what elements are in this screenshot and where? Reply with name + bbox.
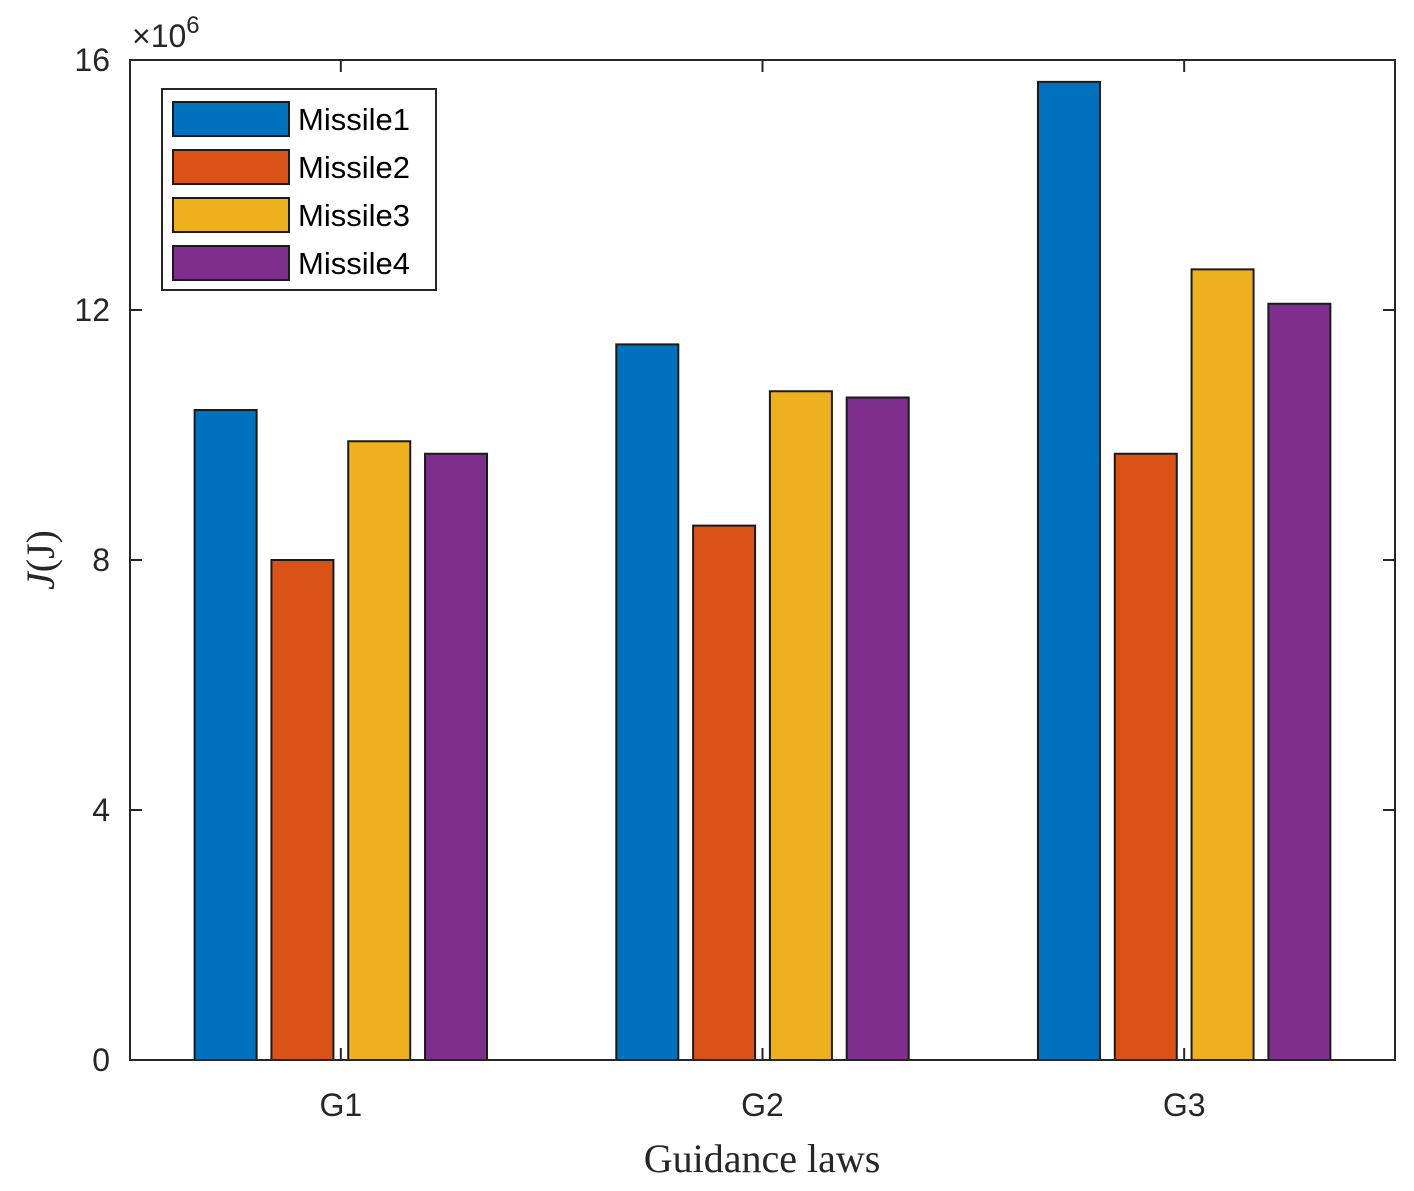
x-axis-title: Guidance laws: [644, 1136, 881, 1181]
legend-swatch-missile4: [172, 245, 290, 281]
legend-label-missile2: Missile2: [298, 150, 410, 185]
x-tick-labels: G1 G2 G3: [319, 1087, 1205, 1123]
x-tick-label-g3: G3: [1163, 1087, 1206, 1123]
bar-missile3-g3: [1190, 268, 1255, 1061]
legend-swatch-missile2: [172, 149, 290, 185]
y-tick-label: 16: [74, 42, 110, 78]
bars-group: [193, 80, 1332, 1061]
y-axis-multiplier-base: ×10: [132, 18, 186, 54]
legend-label-missile1: Missile1: [298, 102, 410, 137]
bar-missile4-g1: [424, 452, 489, 1061]
bar-missile4-g3: [1267, 302, 1332, 1061]
y-axis-title-unit: (J): [18, 530, 63, 572]
bar-missile3-g2: [768, 390, 833, 1061]
bar-missile1-g1: [193, 409, 258, 1061]
y-tick-label: 0: [92, 1042, 110, 1078]
y-tick-labels: 0 4 8 12 16: [74, 42, 110, 1078]
legend-swatch-missile3: [172, 197, 290, 233]
x-tick-label-g1: G1: [319, 1087, 362, 1123]
y-axis-title: J(J): [18, 530, 63, 590]
bar-missile2-g3: [1113, 452, 1178, 1061]
legend: Missile1 Missile2 Missile3 Missile4: [161, 88, 437, 291]
legend-label-missile3: Missile3: [298, 198, 410, 233]
y-tick-label: 4: [92, 792, 110, 828]
y-axis-multiplier: ×106: [132, 12, 200, 54]
y-tick-label: 12: [74, 292, 110, 328]
y-tick-label: 8: [92, 542, 110, 578]
bar-missile4-g2: [845, 396, 910, 1061]
y-axis-title-main: J: [18, 570, 63, 590]
x-tick-label-g2: G2: [741, 1087, 784, 1123]
bar-missile1-g2: [615, 343, 680, 1061]
bar-missile3-g1: [347, 440, 412, 1061]
bar-missile1-g3: [1036, 80, 1101, 1061]
y-axis-multiplier-exponent: 6: [186, 12, 199, 39]
bar-missile2-g1: [270, 559, 335, 1061]
axis-ticks: [130, 59, 1395, 1061]
legend-swatch-missile1: [172, 101, 290, 137]
bar-missile2-g2: [692, 524, 757, 1061]
legend-label-missile4: Missile4: [298, 246, 410, 281]
